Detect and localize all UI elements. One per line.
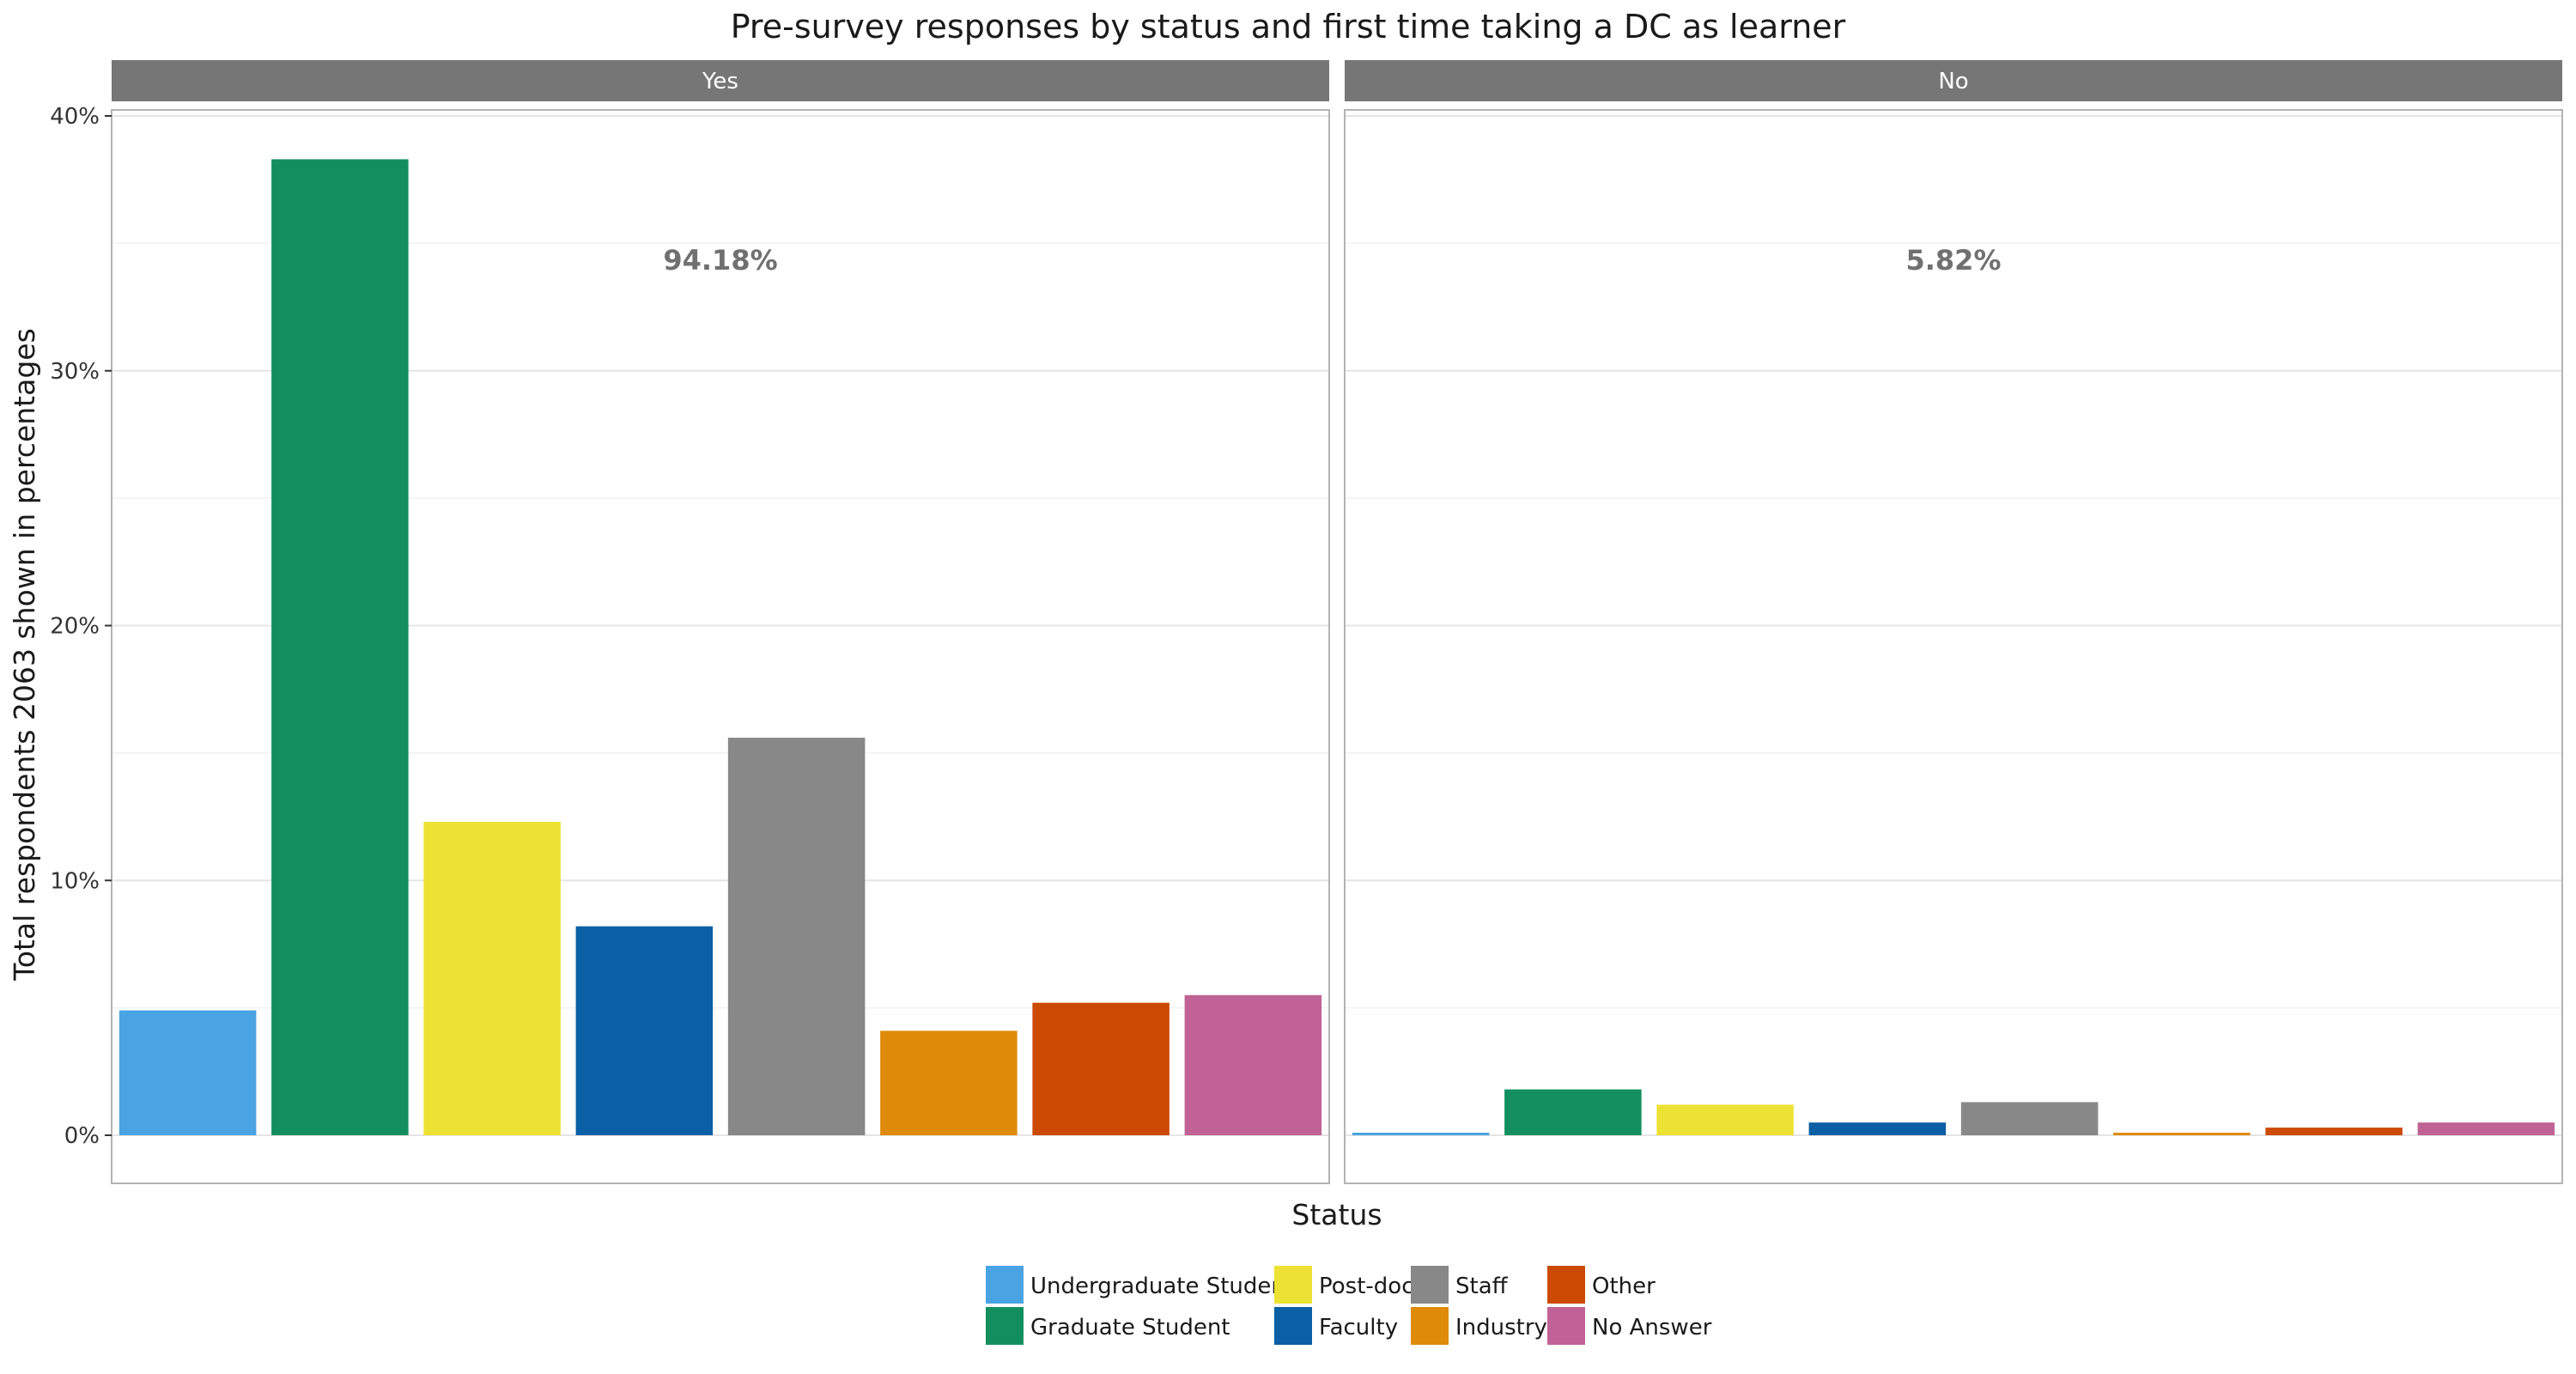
panel-strip <box>1345 60 2562 101</box>
panel-strip-label: Yes <box>702 69 738 94</box>
legend-item: No Answer <box>1547 1307 1712 1345</box>
bar-no-graduate-student <box>1504 1089 1642 1135</box>
panels: Yes 94.18% No 5.82% <box>111 60 2563 1184</box>
y-tick-label: 40% <box>50 104 100 130</box>
legend: Undergraduate Student Graduate Student Pos… <box>986 1266 1712 1345</box>
legend-item: Graduate Student <box>986 1307 1230 1345</box>
legend-label: No Answer <box>1592 1315 1712 1341</box>
y-tick-label: 30% <box>50 359 100 385</box>
legend-item: Faculty <box>1274 1307 1398 1345</box>
panel-border <box>1344 109 2563 1184</box>
bar-yes-no-answer <box>1184 994 1322 1135</box>
x-axis-title: Status <box>1291 1198 1382 1231</box>
legend-label: Graduate Student <box>1030 1315 1230 1341</box>
legend-swatch <box>1547 1266 1585 1304</box>
legend-swatch <box>1411 1266 1449 1304</box>
bar-yes-staff <box>727 738 866 1135</box>
bar-yes-faculty <box>575 926 714 1135</box>
bar-yes-post-doc <box>423 821 561 1135</box>
bar-no-faculty <box>1808 1122 1947 1135</box>
legend-swatch <box>1274 1266 1312 1304</box>
bar-yes-other <box>1032 1002 1170 1135</box>
chart-title: Pre-survey responses by status and first… <box>731 8 1846 46</box>
panel-background <box>1345 110 2562 1183</box>
y-tick-label: 20% <box>50 614 100 640</box>
legend-swatch <box>1274 1307 1312 1345</box>
bar-no-post-doc <box>1656 1104 1794 1135</box>
legend-label: Post-doc <box>1319 1274 1414 1299</box>
bar-yes-graduate-student <box>271 159 409 1135</box>
legend-swatch <box>986 1307 1024 1345</box>
bar-no-no-answer <box>2417 1122 2555 1135</box>
legend-item: Post-doc <box>1274 1266 1414 1304</box>
bar-no-other <box>2265 1128 2403 1135</box>
legend-item: Other <box>1547 1266 1656 1304</box>
bar-yes-industry <box>880 1030 1018 1135</box>
y-tick-label: 0% <box>64 1123 100 1149</box>
legend-swatch <box>1411 1307 1449 1345</box>
legend-label: Faculty <box>1319 1315 1398 1341</box>
legend-label: Other <box>1592 1274 1656 1299</box>
panel-share-label: 5.82% <box>1905 244 2001 277</box>
legend-item: Undergraduate Student <box>986 1266 1294 1304</box>
panel-share-label: 94.18% <box>663 244 777 277</box>
legend-item: Industry <box>1411 1307 1547 1345</box>
legend-label: Undergraduate Student <box>1030 1274 1294 1299</box>
panel-no: No 5.82% <box>1344 60 2563 1184</box>
y-axis: 0% 10% 20% 30% 40% <box>50 104 112 1149</box>
legend-swatch <box>986 1266 1024 1304</box>
y-tick-label: 10% <box>50 868 100 894</box>
legend-item: Staff <box>1411 1266 1509 1304</box>
panel-yes: Yes 94.18% <box>111 60 1330 1184</box>
legend-label: Industry <box>1455 1315 1547 1341</box>
bar-yes-undergraduate-student <box>118 1010 257 1135</box>
y-axis-title: Total respondents 2063 shown in percenta… <box>8 328 41 982</box>
panel-strip-label: No <box>1938 69 1968 94</box>
bar-no-staff <box>1960 1102 2099 1135</box>
panel-border <box>111 109 1330 1184</box>
legend-swatch <box>1547 1307 1585 1345</box>
bar-no-industry <box>2113 1133 2251 1135</box>
legend-label: Staff <box>1455 1274 1509 1299</box>
bar-no-undergraduate-student <box>1352 1133 1490 1135</box>
panel-strip <box>112 60 1329 101</box>
